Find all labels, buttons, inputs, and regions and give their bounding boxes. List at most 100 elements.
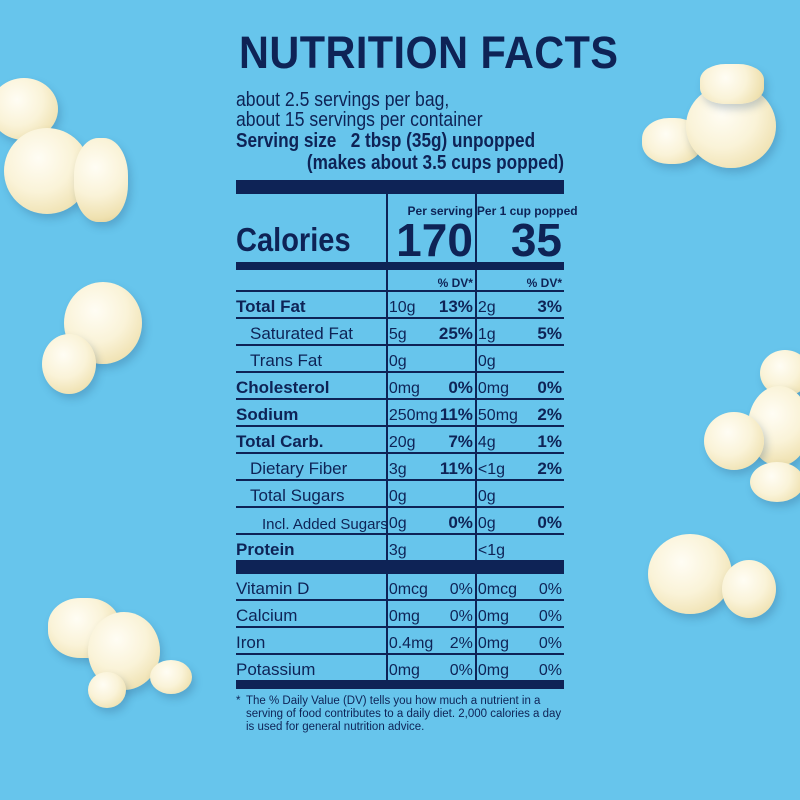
vitamin-row-calcium: Calcium 0mg 0% 0mg 0% [236, 600, 564, 628]
amount: <1g [477, 542, 506, 559]
amount: 0mg [477, 662, 510, 679]
footnote-text: The % Daily Value (DV) tells you how muc… [246, 695, 562, 733]
dv-header-row: % DV* % DV* [236, 270, 564, 292]
label-title: NUTRITION FACTS [239, 27, 619, 78]
amount: 0mcg [477, 581, 518, 598]
amount: 5g [388, 326, 407, 343]
amount: 0g [477, 353, 496, 370]
nutrient-row-total-fat: Total Fat 10g 13% 2g 3% [236, 291, 564, 319]
nutrient-row-cholesterol: Cholesterol 0mg 0% 0mg 0% [236, 372, 564, 400]
nutrient-name: Saturated Fat [250, 324, 354, 343]
divider-medium [236, 262, 564, 270]
nutrient-name: Cholesterol [236, 378, 330, 397]
nutrient-name: Total Sugars [250, 486, 345, 505]
servings-per-container: about 15 servings per container [236, 109, 483, 131]
daily-value: 0% [538, 662, 562, 679]
daily-value: 2% [537, 405, 562, 424]
daily-value: 3% [537, 297, 562, 316]
amount: 0mg [477, 608, 510, 625]
amount: <1g [477, 461, 506, 478]
amount: 0mg [388, 380, 420, 397]
nutrient-name: Total Fat [236, 297, 306, 316]
amount: 0.4mg [388, 635, 434, 652]
calories-row: Calories Per serving 170 Per 1 cup poppe… [236, 194, 578, 266]
nutrient-row-trans-fat: Trans Fat 0g 0g [236, 345, 564, 373]
daily-value: 0% [448, 513, 473, 532]
nutrient-row-dietary-fiber: Dietary Fiber 3g 11% <1g 2% [236, 453, 564, 481]
nutrient-name: Incl. Added Sugars [262, 516, 388, 533]
daily-value: 2% [537, 459, 562, 478]
serving-size-note: (makes about 3.5 cups popped) [306, 152, 564, 174]
column-header-per-cup: Per 1 cup popped [476, 204, 578, 218]
daily-value: 7% [448, 432, 473, 451]
calories-label: Calories [236, 221, 351, 258]
amount: 50mg [477, 407, 518, 424]
amount: 0mg [388, 608, 420, 625]
daily-value: 0% [538, 635, 562, 652]
amount: 3g [388, 461, 407, 478]
nutrient-name: Sodium [236, 405, 299, 424]
amount: 0g [388, 353, 407, 370]
nutrition-table: Calories Per serving 170 Per 1 cup poppe… [236, 194, 578, 689]
amount: 0mcg [388, 581, 428, 598]
nutrient-row-total-sugars: Total Sugars 0g 0g [236, 480, 564, 508]
nutrient-row-saturated-fat: Saturated Fat 5g 25% 1g 5% [236, 318, 564, 346]
amount: 0g [388, 515, 407, 532]
nutrition-facts-label: NUTRITION FACTS about 2.5 servings per b… [236, 24, 619, 734]
daily-value: 0% [448, 378, 473, 397]
nutrient-row-total-carb: Total Carb. 20g 7% 4g 1% [236, 426, 564, 454]
footnote-asterisk: * [236, 695, 241, 707]
daily-value: 0% [537, 513, 562, 532]
amount: 20g [388, 434, 416, 451]
nutrient-name: Trans Fat [250, 351, 323, 370]
vitamin-row-potassium: Potassium 0mg 0% 0mg 0% [236, 654, 564, 680]
daily-value: 11% [439, 405, 473, 424]
vitamin-row-vitamin-d: Vitamin D 0mcg 0% 0mcg 0% [236, 574, 564, 601]
serving-size-label: Serving size [236, 130, 337, 152]
calories-per-cup: 35 [510, 214, 562, 266]
dv-header-per-cup: % DV* [474, 270, 564, 292]
nutrient-row-protein: Protein 3g <1g [236, 534, 564, 560]
amount: 10g [388, 299, 416, 316]
amount: 0mg [477, 635, 510, 652]
amount: 0g [477, 515, 496, 532]
dv-header-per-serving: % DV* [385, 270, 476, 292]
nutrient-row-added-sugars: Incl. Added Sugars 0g 0% 0g 0% [236, 507, 564, 535]
footnote: * The % Daily Value (DV) tells you how m… [236, 695, 564, 734]
daily-value: 0% [538, 581, 562, 598]
daily-value: 11% [439, 459, 473, 478]
nutrient-name: Vitamin D [236, 579, 310, 598]
calories-per-serving: 170 [396, 214, 473, 266]
serving-size-value: 2 tbsp (35g) unpopped [350, 130, 536, 152]
nutrient-name: Total Carb. [236, 432, 324, 451]
amount: 4g [477, 434, 496, 451]
nutrient-name: Protein [236, 540, 295, 559]
daily-value: 0% [537, 378, 562, 397]
serving-size: Serving size 2 tbsp (35g) unpopped [236, 130, 535, 152]
daily-value: 0% [449, 662, 473, 679]
amount: 3g [388, 542, 407, 559]
divider-thick [236, 180, 564, 194]
divider-bottom [236, 680, 564, 689]
divider-thick [236, 560, 564, 574]
daily-value: 5% [537, 324, 562, 343]
nutrient-row-sodium: Sodium 250mg 11% 50mg 2% [236, 399, 564, 427]
daily-value: 25% [438, 324, 473, 343]
daily-value: 13% [438, 297, 473, 316]
nutrient-name: Calcium [236, 606, 298, 625]
nutrient-name: Dietary Fiber [250, 459, 348, 478]
daily-value: 2% [449, 635, 473, 652]
daily-value: 0% [449, 581, 473, 598]
daily-value: 0% [538, 608, 562, 625]
vitamin-row-iron: Iron 0.4mg 2% 0mg 0% [236, 627, 564, 655]
column-header-per-serving: Per serving [407, 204, 473, 218]
amount: 0mg [388, 662, 420, 679]
amount: 2g [477, 299, 496, 316]
amount: 0mg [477, 380, 510, 397]
amount: 250mg [388, 407, 438, 424]
servings-per-bag: about 2.5 servings per bag, [236, 89, 450, 111]
nutrient-name: Iron [236, 633, 266, 652]
daily-value: 1% [537, 432, 562, 451]
nutrient-name: Potassium [236, 660, 316, 679]
daily-value: 0% [449, 608, 473, 625]
